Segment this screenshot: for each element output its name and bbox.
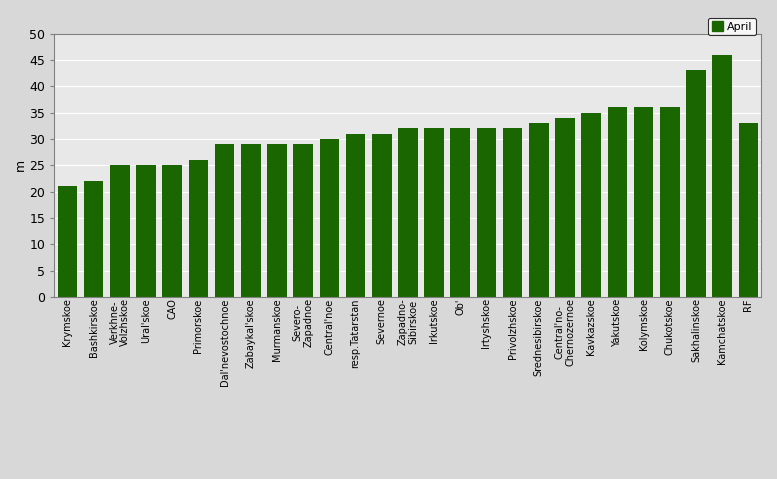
Bar: [424, 128, 444, 297]
Bar: [739, 123, 758, 297]
Bar: [634, 107, 653, 297]
Bar: [319, 139, 340, 297]
Bar: [136, 165, 156, 297]
Legend: April: April: [708, 18, 756, 35]
Bar: [451, 128, 470, 297]
Bar: [372, 134, 392, 297]
Bar: [398, 128, 418, 297]
Bar: [110, 165, 130, 297]
Bar: [529, 123, 549, 297]
Bar: [346, 134, 365, 297]
Bar: [503, 128, 522, 297]
Bar: [241, 144, 260, 297]
Bar: [686, 70, 706, 297]
Bar: [57, 186, 77, 297]
Y-axis label: m: m: [13, 159, 26, 171]
Bar: [189, 160, 208, 297]
Bar: [162, 165, 182, 297]
Bar: [713, 55, 732, 297]
Bar: [476, 128, 497, 297]
Bar: [294, 144, 313, 297]
Bar: [214, 144, 235, 297]
Bar: [581, 113, 601, 297]
Bar: [608, 107, 627, 297]
Bar: [660, 107, 680, 297]
Bar: [267, 144, 287, 297]
Bar: [556, 118, 575, 297]
Bar: [84, 181, 103, 297]
